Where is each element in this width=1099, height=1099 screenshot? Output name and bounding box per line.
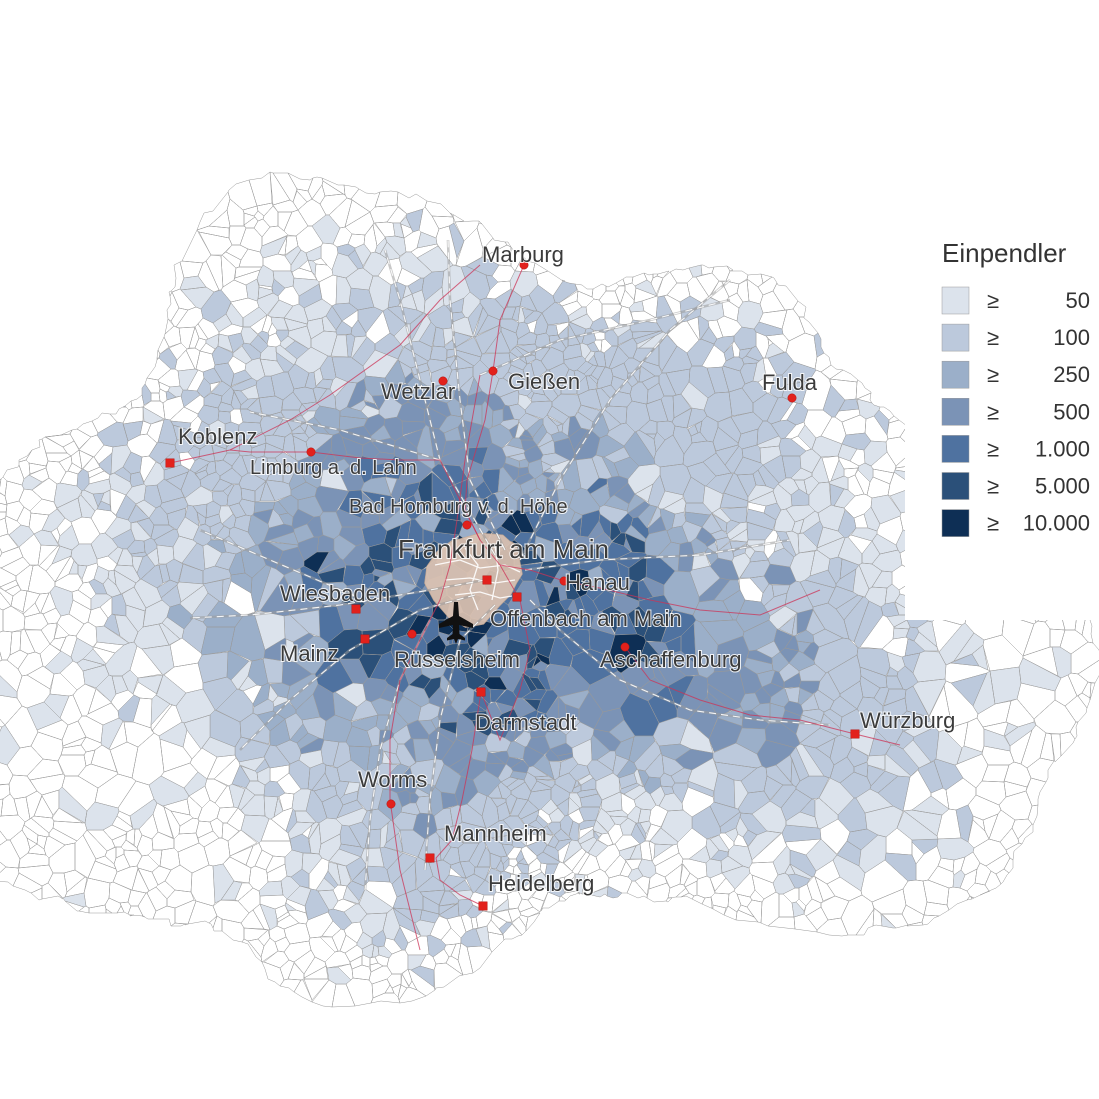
svg-text:≥: ≥ [987,362,999,387]
svg-text:Heidelberg: Heidelberg [488,871,594,896]
svg-text:Limburg a. d. Lahn: Limburg a. d. Lahn [250,457,417,479]
svg-text:≥: ≥ [987,325,999,350]
svg-text:Würzburg: Würzburg [860,708,955,733]
svg-text:Marburg: Marburg [482,242,564,267]
svg-text:1.000: 1.000 [1035,436,1090,461]
svg-text:≥: ≥ [987,288,999,313]
svg-text:Aschaffenburg: Aschaffenburg [600,647,741,672]
svg-text:≥: ≥ [987,436,999,461]
svg-text:50: 50 [1066,288,1090,313]
svg-text:Bad Homburg v. d. Höhe: Bad Homburg v. d. Höhe [349,496,568,518]
svg-text:Darmstadt: Darmstadt [475,710,576,735]
svg-text:Frankfurt am Main: Frankfurt am Main [398,534,609,564]
svg-text:5.000: 5.000 [1035,474,1090,499]
svg-text:Mainz: Mainz [280,641,339,666]
svg-text:≥: ≥ [987,399,999,424]
svg-text:Koblenz: Koblenz [178,424,258,449]
svg-text:Einpendler: Einpendler [942,238,1067,268]
svg-text:≥: ≥ [987,511,999,536]
svg-text:10.000: 10.000 [1023,511,1090,536]
svg-text:100: 100 [1053,325,1090,350]
svg-text:Mannheim: Mannheim [444,821,547,846]
svg-text:Hanau: Hanau [565,570,630,595]
svg-text:Gießen: Gießen [508,369,580,394]
svg-text:Offenbach am Main: Offenbach am Main [490,606,682,631]
svg-text:≥: ≥ [987,474,999,499]
svg-text:Wetzlar: Wetzlar [381,379,455,404]
svg-text:Wiesbaden: Wiesbaden [280,581,390,606]
svg-text:Fulda: Fulda [762,370,818,395]
svg-text:500: 500 [1053,399,1090,424]
svg-text:Rüsselsheim: Rüsselsheim [394,647,520,672]
svg-text:250: 250 [1053,362,1090,387]
svg-text:Worms: Worms [358,767,427,792]
